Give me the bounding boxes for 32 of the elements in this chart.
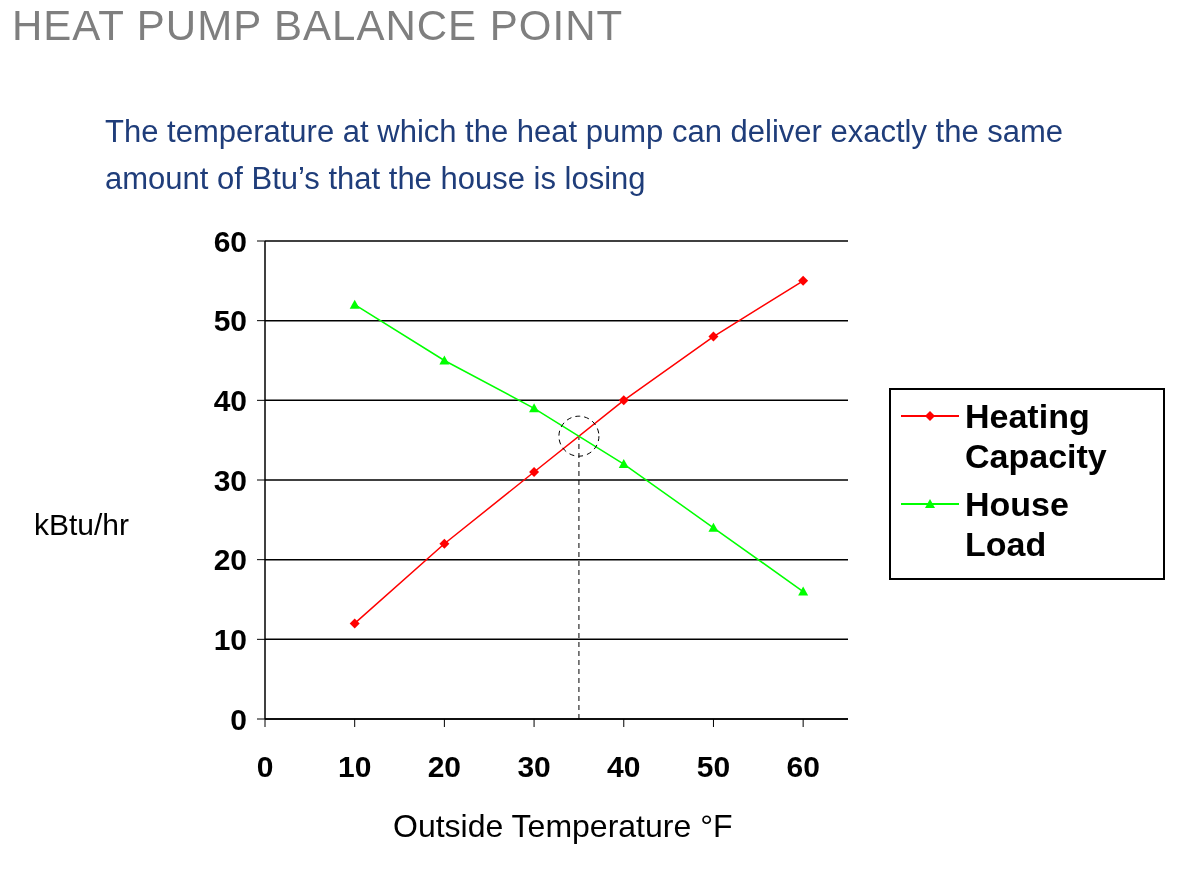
y-tick-label: 30 — [213, 463, 247, 497]
x-tick-label: 10 — [338, 750, 372, 783]
legend-label: House Load — [965, 484, 1070, 564]
y-tick-label: 60 — [213, 224, 247, 258]
point — [618, 459, 629, 469]
point — [708, 331, 719, 342]
x-tick-label: 40 — [607, 750, 641, 783]
x-axis-title: Outside Temperature °F — [393, 808, 733, 845]
point — [349, 618, 360, 629]
chart-subtitle: The temperature at which the heat pump can deliver exactly the same amount of Btu’s that the house is losing — [105, 113, 1065, 198]
point — [529, 467, 540, 478]
y-tick-label: 10 — [213, 622, 247, 656]
x-tick-label: 20 — [427, 750, 462, 783]
x-tick-label: 0 — [256, 750, 274, 783]
y-tick-label: 20 — [213, 543, 247, 577]
point — [349, 299, 360, 309]
x-tick-label: 50 — [696, 750, 731, 783]
y-tick-label: 0 — [230, 702, 247, 736]
point — [798, 275, 809, 286]
point — [708, 522, 719, 532]
y-axis-title: kBtu/hr — [34, 508, 130, 542]
x-tick-label: 30 — [517, 750, 551, 783]
point — [439, 355, 450, 365]
x-tick-label: 60 — [786, 750, 820, 783]
y-tick-label: 40 — [213, 383, 247, 417]
legend-label: Heating Capacity — [965, 396, 1108, 476]
point — [618, 395, 629, 406]
point — [798, 586, 809, 596]
chart-title: HEAT PUMP BALANCE POINT — [12, 2, 624, 50]
point — [439, 538, 450, 549]
y-tick-label: 50 — [213, 304, 247, 338]
point — [529, 403, 540, 413]
